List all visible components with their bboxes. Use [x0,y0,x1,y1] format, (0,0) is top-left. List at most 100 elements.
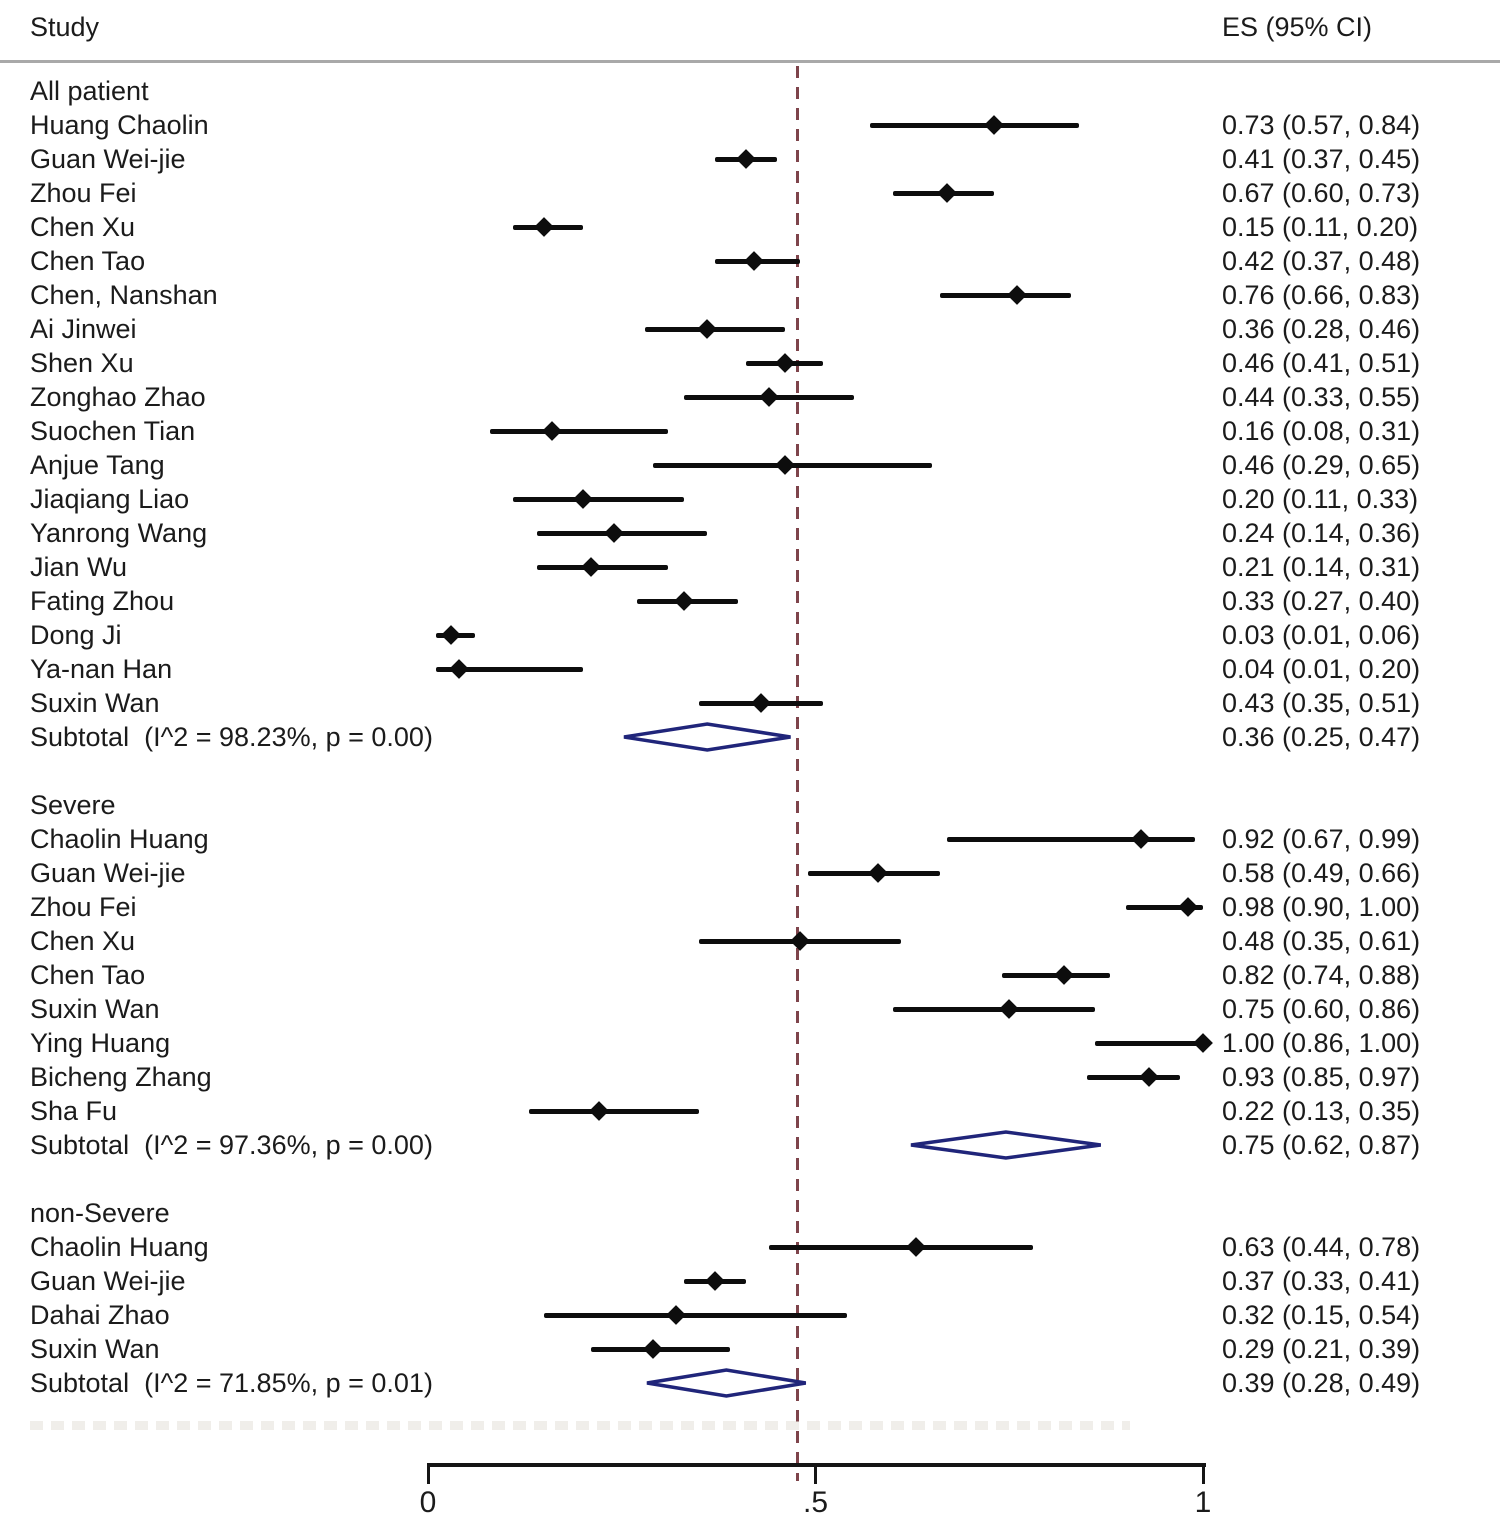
effect-marker [449,659,469,679]
study-row: Jian Wu 0.21 (0.14, 0.31) [0,550,1500,584]
study-label: Chaolin Huang [30,1232,209,1262]
study-label: Fating Zhou [30,586,175,616]
effect-marker [1193,1033,1213,1053]
study-label: Suxin Wan [30,994,160,1024]
effect-marker [588,1101,609,1121]
study-label: Chaolin Huang [30,824,209,854]
study-row: Shen Xu 0.46 (0.41, 0.51) [0,346,1500,380]
subtotal-label: Subtotal (I^2 = 97.36%, p = 0.00) [30,1130,433,1160]
es-value: 0.82 (0.74, 0.88) [1222,960,1421,990]
es-value: 0.39 (0.28, 0.49) [1222,1368,1421,1398]
ci-line [869,122,1079,128]
ci-line [513,496,684,502]
study-label: Zhou Fei [30,892,137,922]
effect-marker [666,1305,686,1325]
ci-line [536,564,669,570]
es-value: 0.04 (0.01, 0.20) [1222,654,1421,684]
study-row: Chen Tao 0.42 (0.37, 0.48) [0,244,1500,278]
study-label: Guan Wei-jie [30,1266,186,1296]
study-row: Bicheng Zhang 0.93 (0.85, 0.97) [0,1060,1500,1094]
group-row: All patient [0,74,1500,108]
es-value: 0.16 (0.08, 0.31) [1222,416,1421,446]
subtotal-diamond [910,1130,1101,1160]
effect-marker [867,863,888,883]
es-value: 0.42 (0.37, 0.48) [1222,246,1421,276]
study-row: Zhou Fei 0.67 (0.60, 0.73) [0,176,1500,210]
study-row: Suxin Wan 0.29 (0.21, 0.39) [0,1332,1500,1366]
effect-marker [759,387,779,407]
effect-marker [937,183,958,203]
group-row: non-Severe [0,1196,1500,1230]
x-axis-tick-label: .5 [802,1486,829,1519]
study-label: Dahai Zhao [30,1300,170,1330]
study-label: Jiaqiang Liao [30,484,190,514]
study-label: Ya-nan Han [30,654,173,684]
effect-marker [1138,1067,1159,1087]
effect-marker [642,1339,663,1359]
header-divider-line [0,60,1500,63]
study-label: Suochen Tian [30,416,196,446]
es-value: 0.33 (0.27, 0.40) [1222,586,1421,616]
effect-marker [790,931,810,951]
study-label: Ai Jinwei [30,314,137,344]
subtotal-diamond-shape [623,722,791,752]
effect-marker [983,115,1004,135]
x-axis-tick [1201,1463,1205,1484]
study-row: Chaolin Huang 0.63 (0.44, 0.78) [0,1230,1500,1264]
study-label: Guan Wei-jie [30,858,186,888]
es-value: 0.46 (0.41, 0.51) [1222,348,1421,378]
es-value: 0.03 (0.01, 0.06) [1222,620,1421,650]
study-row: Chen, Nanshan 0.76 (0.66, 0.83) [0,278,1500,312]
subtotal-label: Subtotal (I^2 = 98.23%, p = 0.00) [30,722,433,752]
es-value: 0.63 (0.44, 0.78) [1222,1232,1421,1262]
es-value: 0.36 (0.28, 0.46) [1222,314,1421,344]
effect-marker [542,421,562,441]
es-value: 0.29 (0.21, 0.39) [1222,1334,1421,1364]
study-row: Guan Wei-jie 0.41 (0.37, 0.45) [0,142,1500,176]
x-axis-tick-label: 1 [1194,1486,1212,1519]
ci-line [1086,1074,1180,1080]
ci-line [528,1108,700,1114]
study-label: Zonghao Zhao [30,382,206,412]
effect-marker [580,557,601,577]
ci-line [893,1006,1095,1012]
effect-marker [1131,829,1151,849]
study-row: Fating Zhou 0.33 (0.27, 0.40) [0,584,1500,618]
study-label: Chen, Nanshan [30,280,218,310]
group-label: Severe [30,790,116,820]
es-value: 0.36 (0.25, 0.47) [1222,722,1421,752]
study-row: Dahai Zhao 0.32 (0.15, 0.54) [0,1298,1500,1332]
es-value: 0.44 (0.33, 0.55) [1222,382,1421,412]
effect-marker [999,999,1020,1019]
study-label: Bicheng Zhang [30,1062,212,1092]
es-value: 0.21 (0.14, 0.31) [1222,552,1421,582]
es-value: 0.22 (0.13, 0.35) [1222,1096,1421,1126]
es-value: 0.92 (0.67, 0.99) [1222,824,1421,854]
study-row: Guan Wei-jie 0.58 (0.49, 0.66) [0,856,1500,890]
ci-line [769,1244,1033,1250]
study-row: Chen Tao 0.82 (0.74, 0.88) [0,958,1500,992]
es-value: 0.58 (0.49, 0.66) [1222,858,1421,888]
study-label: Zhou Fei [30,178,137,208]
study-label: Ying Huang [30,1028,171,1058]
effect-marker [573,489,593,509]
study-label: Yanrong Wang [30,518,208,548]
study-row: Suochen Tian 0.16 (0.08, 0.31) [0,414,1500,448]
subtotal-row: Subtotal (I^2 = 98.23%, p = 0.00) 0.36 (0… [0,720,1500,754]
study-row: Zonghao Zhao 0.44 (0.33, 0.55) [0,380,1500,414]
ci-line [490,428,669,434]
es-value: 0.98 (0.90, 1.00) [1222,892,1421,922]
es-value: 0.76 (0.66, 0.83) [1222,280,1421,310]
effect-marker [774,455,795,475]
study-label: Chen Tao [30,246,146,276]
study-label: Suxin Wan [30,688,160,718]
effect-marker [673,591,694,611]
subtotal-row: Subtotal (I^2 = 97.36%, p = 0.00) 0.75 (0… [0,1128,1500,1162]
study-row: Chen Xu 0.15 (0.11, 0.20) [0,210,1500,244]
study-label: Chen Tao [30,960,146,990]
ci-line [435,666,583,672]
study-row: Yanrong Wang 0.24 (0.14, 0.36) [0,516,1500,550]
es-value: 0.67 (0.60, 0.73) [1222,178,1421,208]
x-axis-line [428,1463,1206,1467]
